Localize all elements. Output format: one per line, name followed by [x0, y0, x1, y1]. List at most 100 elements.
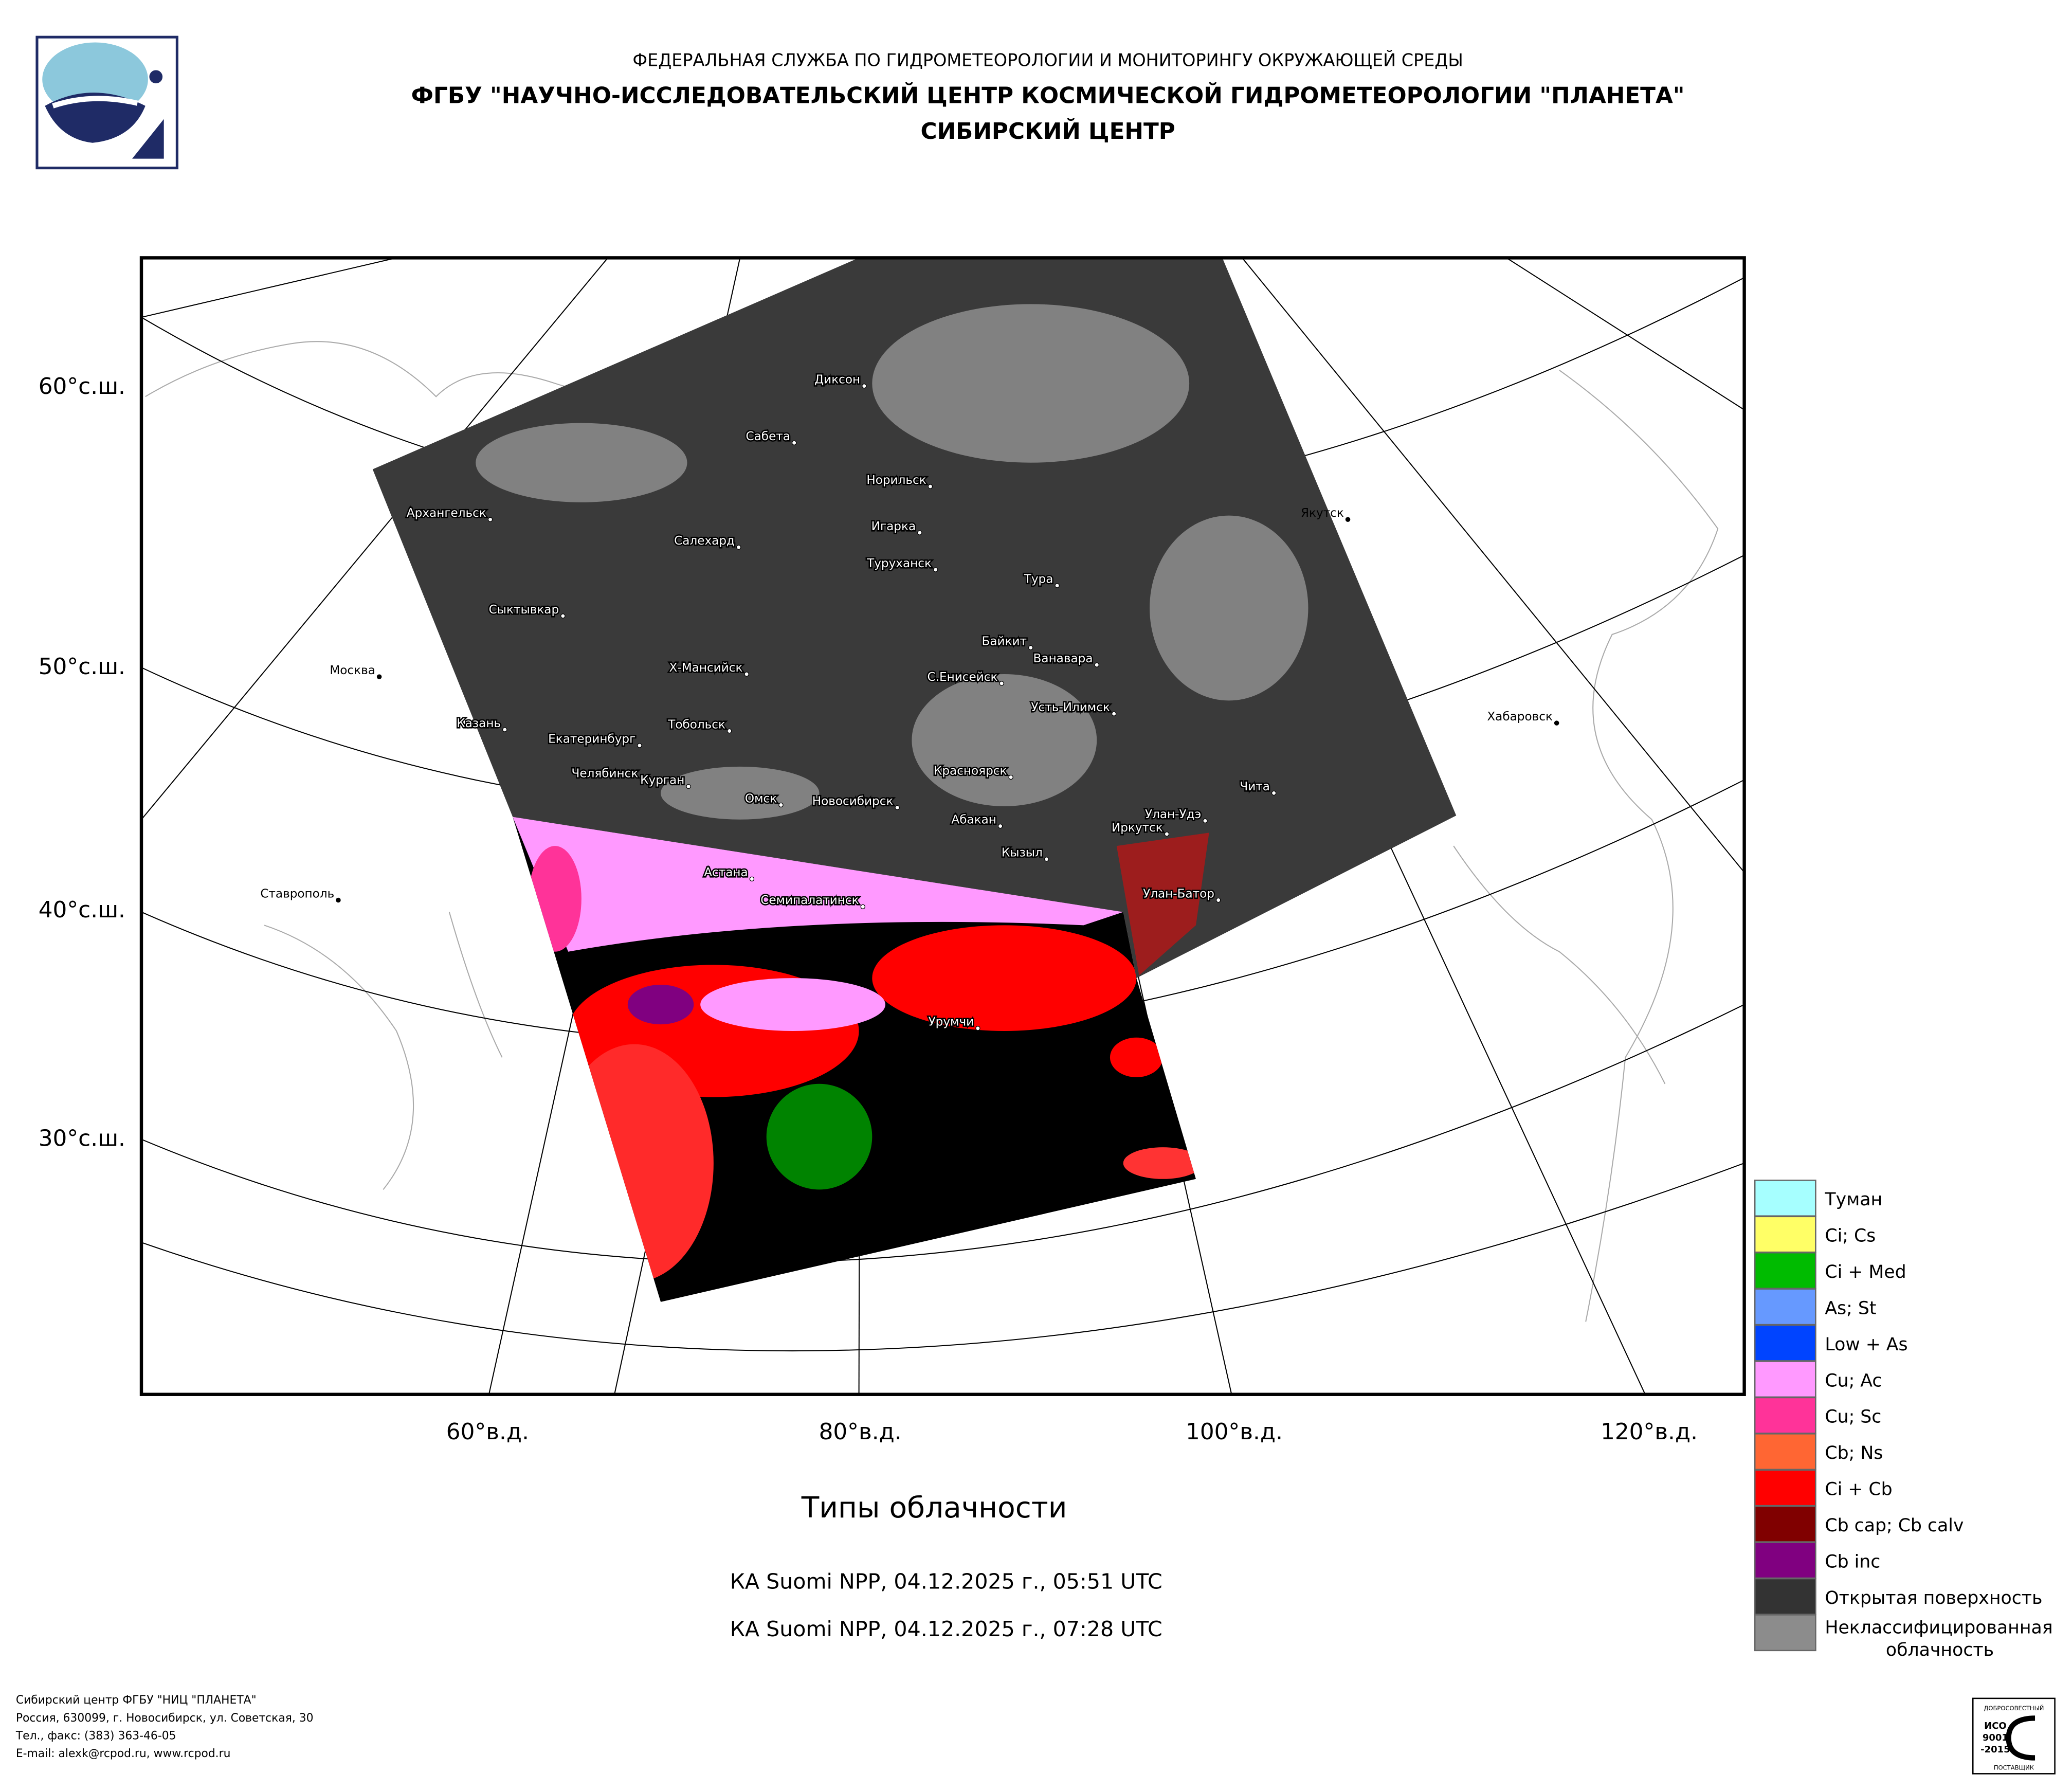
city-dot	[560, 613, 566, 619]
city-dot	[1111, 711, 1117, 716]
city-label: Красноярск	[934, 764, 1007, 777]
legend-swatch	[1754, 1288, 1816, 1326]
city-label: Тобольск	[667, 718, 725, 731]
legend-label: Туман	[1824, 1189, 1882, 1210]
pass-info: КА Suomi NPP, 04.12.2025 г., 05:51 UTC	[730, 1569, 1162, 1594]
legend-label: Cu; Ac	[1825, 1370, 1882, 1391]
logo	[35, 35, 178, 170]
city-label: Якутск	[1301, 506, 1344, 520]
city-label: С.Енисейск	[928, 671, 998, 684]
lat-label: 50°с.ш.	[39, 654, 125, 680]
footer: Сибирский центр ФГБУ "НИЦ "ПЛАНЕТА" Росси…	[15, 1694, 314, 1760]
city-dot	[933, 567, 938, 572]
legend-label: Cb; Ns	[1825, 1443, 1883, 1463]
cert-text: 9001	[1983, 1732, 2008, 1743]
footer-line: E-mail: alexk@rcpod.ru, www.rcpod.ru	[16, 1747, 231, 1760]
city-label: Туруханск	[866, 557, 932, 570]
legend-label: Cb inc	[1825, 1551, 1880, 1572]
city-label: Москва	[330, 664, 375, 677]
city-dot	[999, 681, 1004, 686]
city-dot	[749, 876, 755, 882]
city-label: Х-Мансийск	[669, 661, 743, 675]
legend-swatch	[1754, 1542, 1816, 1579]
city-label: Новосибирск	[812, 794, 894, 808]
pass-info: КА Suomi NPP, 04.12.2025 г., 07:28 UTC	[730, 1617, 1162, 1641]
city-dot	[1345, 517, 1351, 522]
legend-label: As; St	[1825, 1298, 1876, 1318]
city-dot	[376, 674, 382, 679]
city-label: Ванавара	[1033, 652, 1093, 665]
legend-label: облачность	[1886, 1640, 1994, 1660]
city-dot	[1028, 645, 1033, 650]
certificate: ДОБРОСОВЕСТНЫЙ ИСО 9001 -2015 ПОСТАВЩИК	[1972, 1697, 2056, 1775]
city-label: Улан-Батор	[1143, 887, 1214, 900]
legend-swatch	[1754, 1397, 1816, 1434]
city-dot	[1203, 818, 1208, 824]
city-label: Диксон	[814, 373, 860, 387]
city-dot	[686, 784, 691, 789]
legend-swatch	[1754, 1180, 1816, 1217]
city-dot	[1055, 583, 1060, 588]
legend-swatch	[1754, 1324, 1816, 1362]
lon-label: 100°в.д.	[1186, 1419, 1283, 1445]
city-dot	[917, 530, 922, 535]
legend-label: Ci + Med	[1825, 1262, 1906, 1282]
city-label: Улан-Удэ	[1145, 808, 1201, 821]
city-dot	[640, 777, 645, 783]
legend-label: Cu; Sc	[1825, 1407, 1881, 1427]
city-dot	[895, 805, 900, 810]
city-dot	[928, 484, 933, 489]
legend-swatch	[1754, 1614, 1816, 1652]
legend-label: Неклассифицированная	[1825, 1617, 2052, 1638]
map-frame	[139, 256, 1746, 1396]
city-label: Тура	[1024, 573, 1053, 586]
city-label: Урумчи	[929, 1016, 974, 1029]
city-label: Байкит	[982, 635, 1027, 648]
city-dot	[997, 823, 1003, 829]
cert-text: ДОБРОСОВЕСТНЫЙ	[1984, 1704, 2044, 1712]
city-label: Семипалатинск	[760, 894, 859, 907]
city-dot	[975, 1026, 980, 1031]
city-dot	[1164, 831, 1170, 837]
city-label: Астана	[704, 866, 748, 879]
city-label: Усть-Илимск	[1031, 701, 1110, 714]
city-label: Ставрополь	[260, 887, 334, 900]
lon-label: 60°в.д.	[446, 1419, 529, 1445]
city-dot	[791, 440, 797, 445]
header-line: ФГБУ "НАУЧНО-ИССЛЕДОВАТЕЛЬСКИЙ ЦЕНТР КОС…	[411, 82, 1685, 109]
legend-label: Открытая поверхность	[1825, 1588, 2042, 1608]
city-dot	[1215, 897, 1221, 903]
city-dot	[1008, 774, 1013, 780]
city-dot	[744, 672, 749, 677]
header-line: СИБИРСКИЙ ЦЕНТР	[920, 117, 1175, 144]
city-dot	[726, 728, 732, 734]
legend: Туман Ci; Cs Ci + Med As; St Low + As Cu; Ac C…	[1754, 1180, 2053, 1660]
city-label: Казань	[457, 717, 501, 730]
city-label: Кызыл	[1002, 846, 1043, 860]
city-dot	[736, 545, 741, 550]
header-line: ФЕДЕРАЛЬНАЯ СЛУЖБА ПО ГИДРОМЕТЕОРОЛОГИИ …	[632, 50, 1463, 70]
city-label: Хабаровск	[1487, 710, 1553, 723]
lon-label: 120°в.д.	[1601, 1419, 1698, 1445]
legend-label: Low + As	[1825, 1334, 1907, 1355]
cert-text: ИСО	[1984, 1721, 2007, 1731]
footer-line: Тел., факс: (383) 363-46-05	[15, 1730, 176, 1743]
classification-fragment	[1116, 833, 1209, 975]
legend-label: Ci + Cb	[1825, 1479, 1892, 1500]
legend-swatch	[1754, 1433, 1816, 1471]
cities: Диксон Сабета Норильск Архангельск Игарка Сал…	[260, 372, 1559, 1031]
legend-swatch	[1754, 1578, 1816, 1615]
city-dot	[1271, 790, 1277, 796]
city-dot	[502, 727, 507, 732]
legend-swatch	[1754, 1505, 1816, 1543]
cert-text: -2015	[1980, 1744, 2010, 1755]
footer-line: Сибирский центр ФГБУ "НИЦ "ПЛАНЕТА"	[16, 1694, 257, 1707]
lat-label: 40°с.ш.	[39, 897, 125, 923]
city-label: Абакан	[951, 813, 996, 826]
legend-label: Ci; Cs	[1825, 1226, 1876, 1246]
city-label: Челябинск	[572, 767, 639, 780]
city-label: Архангельск	[407, 506, 486, 520]
city-label: Екатеринбург	[548, 733, 635, 746]
